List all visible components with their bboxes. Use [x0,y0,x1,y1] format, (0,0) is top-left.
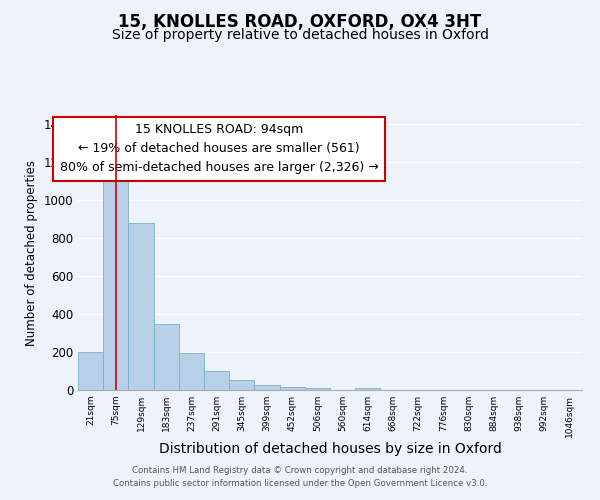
Bar [355,388,380,390]
Bar [128,223,154,390]
Bar [280,387,305,390]
Text: 15, KNOLLES ROAD, OXFORD, OX4 3HT: 15, KNOLLES ROAD, OXFORD, OX4 3HT [118,12,482,30]
X-axis label: Distribution of detached houses by size in Oxford: Distribution of detached houses by size … [158,442,502,456]
Bar [305,388,330,390]
Bar [254,386,280,390]
Text: Size of property relative to detached houses in Oxford: Size of property relative to detached ho… [112,28,488,42]
Bar [154,324,179,390]
Text: 15 KNOLLES ROAD: 94sqm
← 19% of detached houses are smaller (561)
80% of semi-de: 15 KNOLLES ROAD: 94sqm ← 19% of detached… [60,123,379,174]
Bar [103,178,128,390]
Bar [229,380,254,390]
Text: Contains HM Land Registry data © Crown copyright and database right 2024.
Contai: Contains HM Land Registry data © Crown c… [113,466,487,487]
Bar [78,352,103,390]
Bar [204,371,229,390]
Y-axis label: Number of detached properties: Number of detached properties [25,160,38,346]
Bar [179,353,204,390]
